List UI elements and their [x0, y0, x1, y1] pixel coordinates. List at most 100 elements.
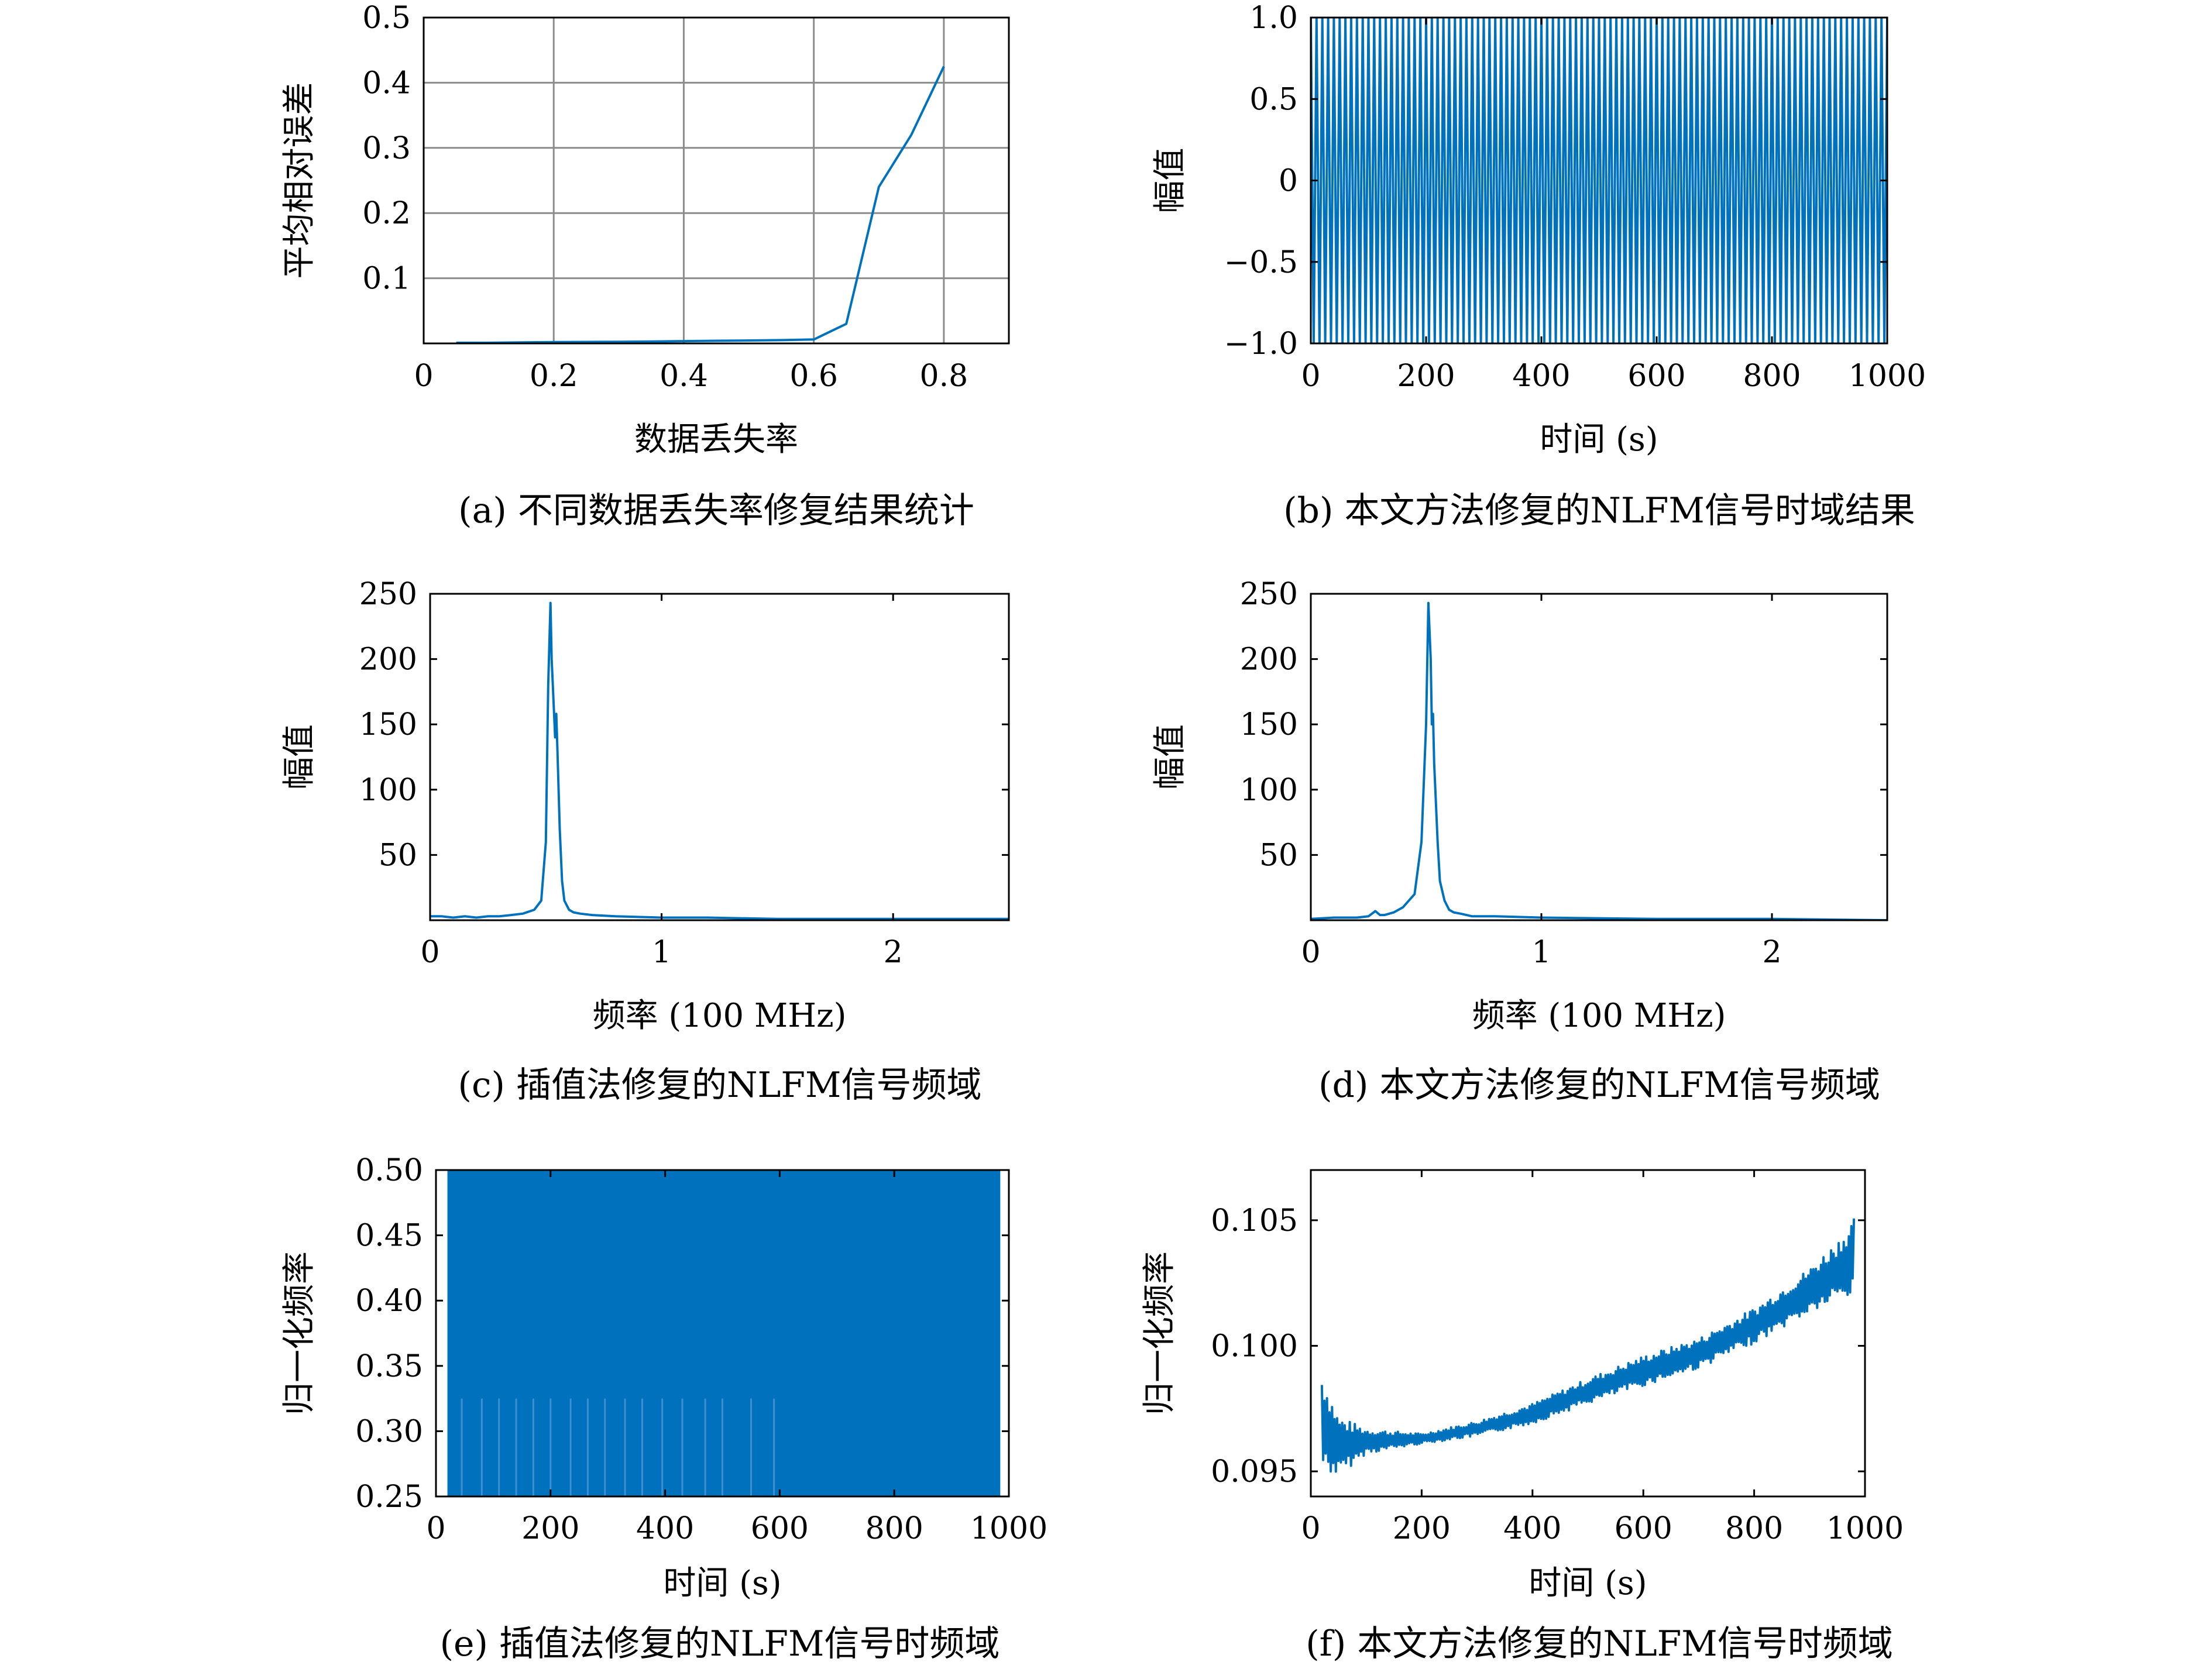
x-tick-label-2: 0.4	[660, 359, 708, 394]
plot-data	[430, 601, 1009, 920]
x-tick-label-2: 2	[1762, 935, 1781, 970]
series-line-0	[1311, 18, 1887, 343]
panel-e: 0 200 400 600 800 1000 0.25 0.30 0.35 0.40 0.45 0.5…	[280, 1153, 1047, 1664]
x-tick-label-0: 0	[1301, 1511, 1320, 1546]
x-tick-label-4: 800	[1725, 1511, 1783, 1546]
x-axis-label: 数据丢失率	[634, 421, 798, 459]
x-tick-label-5: 1000	[970, 1511, 1047, 1546]
plot-frame	[1310, 593, 1888, 921]
y-tick-label-3: 0.4	[362, 66, 411, 101]
x-tick-label-1: 200	[1397, 359, 1455, 394]
y-tick-label-1: −0.5	[1224, 245, 1298, 280]
x-axis-label: 时间 (s)	[663, 1564, 781, 1602]
y-tick-label-2: 0.3	[362, 131, 411, 166]
x-tick-label-1: 200	[521, 1511, 579, 1546]
series-line-0	[430, 601, 1009, 920]
y-axis-label: 归一化频率	[1141, 1251, 1179, 1415]
x-tick-label-1: 1	[1531, 935, 1551, 970]
y-axis-label: 幅值	[280, 724, 318, 790]
panel-f: 0 200 400 600 800 1000 0.095 0.100 0.105 时间 (s) 归一…	[1141, 1169, 1904, 1664]
y-tick-label-3: 0.40	[355, 1284, 423, 1319]
x-tick-label-0: 0	[426, 1511, 445, 1546]
panel-caption: (f) 本文方法修复的NLFM信号时频域	[1306, 1623, 1893, 1664]
y-tick-label-0: 0.095	[1211, 1454, 1298, 1489]
y-tick-label-4: 250	[359, 577, 417, 612]
x-tick-label-0: 0	[1301, 935, 1320, 970]
y-tick-label-3: 0.5	[1249, 82, 1298, 117]
x-tick-label-0: 0	[414, 359, 433, 394]
y-tick-label-0: 0.1	[362, 262, 411, 297]
y-tick-label-2: 0.35	[355, 1349, 423, 1384]
y-axis-label: 幅值	[1151, 148, 1189, 214]
y-tick-label-4: 250	[1240, 577, 1298, 612]
x-tick-label-3: 600	[1615, 1511, 1672, 1546]
x-tick-label-4: 800	[1743, 359, 1801, 394]
series-line-0	[1311, 601, 1887, 920]
plot-frame	[429, 593, 1010, 921]
x-tick-label-0: 0	[420, 935, 439, 970]
y-tick-label-1: 100	[359, 773, 417, 808]
panel-a: 0 0.2 0.4 0.6 0.8 0.1 0.2 0.3 0.4 0.5 数据丢失率 平均相对误差 (…	[280, 1, 1010, 531]
y-tick-label-2: 150	[359, 707, 417, 742]
x-tick-label-1: 1	[652, 935, 671, 970]
panel-caption: (a) 不同数据丢失率修复结果统计	[458, 490, 974, 531]
y-tick-label-1: 0.30	[355, 1414, 423, 1449]
plot-data	[1311, 601, 1887, 920]
series-line-0	[456, 66, 945, 343]
y-tick-label-1: 0.100	[1211, 1329, 1298, 1364]
y-tick-label-0: 50	[1259, 838, 1298, 873]
x-tick-label-2: 2	[884, 935, 903, 970]
x-tick-label-1: 200	[1393, 1511, 1451, 1546]
x-axis-label: 频率 (100 MHz)	[593, 997, 847, 1035]
plot-data	[1311, 18, 1887, 343]
panel-caption: (b) 本文方法修复的NLFM信号时域结果	[1283, 490, 1915, 531]
y-tick-label-0: −1.0	[1224, 326, 1298, 362]
y-axis-label: 归一化频率	[280, 1251, 318, 1415]
x-tick-label-1: 0.2	[530, 359, 578, 394]
y-tick-label-4: 0.45	[355, 1219, 423, 1254]
y-tick-label-4: 1.0	[1249, 1, 1298, 36]
plot-frame	[1310, 1169, 1866, 1498]
x-tick-label-3: 600	[1627, 359, 1685, 394]
x-tick-label-4: 0.8	[920, 359, 968, 394]
plot-data	[447, 1170, 1001, 1496]
x-tick-label-3: 0.6	[789, 359, 838, 394]
y-axis-label: 幅值	[1151, 724, 1189, 790]
y-tick-label-3: 200	[359, 642, 417, 677]
panel-b: 0 200 400 600 800 1000 −1.0 −0.5 0 0.5 1.0 时间 (s) 幅值…	[1151, 1, 1926, 531]
panel-caption: (d) 本文方法修复的NLFM信号频域	[1318, 1065, 1880, 1106]
series-line-0	[1320, 1218, 1856, 1473]
plot-frame	[435, 1169, 1010, 1498]
x-tick-label-4: 800	[865, 1511, 923, 1546]
panel-caption: (c) 插值法修复的NLFM信号频域	[458, 1065, 982, 1106]
x-tick-label-5: 1000	[1826, 1511, 1904, 1546]
y-tick-label-0: 50	[379, 838, 417, 873]
y-tick-label-1: 100	[1240, 773, 1298, 808]
y-tick-label-4: 0.5	[362, 1, 411, 36]
y-tick-label-3: 200	[1240, 642, 1298, 677]
x-tick-label-2: 400	[636, 1511, 694, 1546]
y-tick-label-5: 0.50	[355, 1153, 423, 1188]
plot-frame	[423, 16, 1010, 345]
plot-data	[1320, 1218, 1856, 1473]
x-tick-label-2: 400	[1512, 359, 1570, 394]
y-tick-label-2: 150	[1240, 707, 1298, 742]
y-tick-label-0: 0.25	[355, 1480, 423, 1515]
plot-data	[456, 66, 945, 343]
x-tick-label-5: 1000	[1849, 359, 1926, 394]
x-tick-label-0: 0	[1301, 359, 1320, 394]
x-axis-label: 时间 (s)	[1540, 421, 1658, 459]
y-tick-label-1: 0.2	[362, 196, 411, 231]
x-axis-label: 时间 (s)	[1529, 1564, 1647, 1602]
filled-region	[447, 1170, 1001, 1496]
x-tick-label-3: 600	[751, 1511, 809, 1546]
x-tick-label-2: 400	[1503, 1511, 1561, 1546]
y-tick-label-2: 0	[1279, 164, 1298, 199]
y-axis-label: 平均相对误差	[280, 82, 318, 279]
panel-caption: (e) 插值法修复的NLFM信号时频域	[440, 1623, 1000, 1664]
y-tick-label-2: 0.105	[1211, 1203, 1298, 1238]
x-axis-label: 频率 (100 MHz)	[1472, 997, 1726, 1035]
